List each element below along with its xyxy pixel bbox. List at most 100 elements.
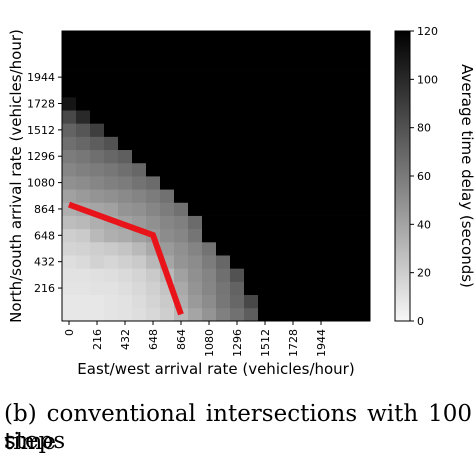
heatmap-cell [146,70,161,85]
heatmap-cell [328,57,343,71]
heatmap-cell [244,96,259,111]
heatmap-cell [90,189,105,203]
heatmap-cell [272,281,287,296]
heatmap-cell [244,241,259,256]
heatmap-cell [146,31,161,45]
heatmap-cell [286,110,301,124]
heatmap-cell [174,44,189,58]
heatmap-cell [216,281,231,296]
heatmap-cell [146,44,161,58]
x-tick-label: 1296 [231,329,244,357]
heatmap-cell [244,215,259,230]
heatmap-cell [76,149,91,164]
heatmap-cell [174,228,189,243]
heatmap-cell [174,123,189,137]
heatmap-cell [258,110,273,124]
heatmap-cell [314,31,329,45]
heatmap-cell [314,96,329,111]
heatmap-cell [286,83,301,98]
heatmap-cell [188,31,203,45]
heatmap-cell [328,110,343,124]
heatmap-cell [118,228,133,243]
heatmap-cell [76,255,91,269]
heatmap-cell [300,162,315,177]
heatmap-cell [328,44,343,58]
heatmap-cell [146,83,161,98]
colorbar-tick-label: 40 [417,218,431,231]
heatmap-cell [90,70,105,85]
heatmap-cell [328,202,343,216]
heatmap-cell [272,149,287,164]
heatmap-cell [90,110,105,124]
x-tick-label: 1728 [287,329,300,357]
heatmap-cell [230,202,245,216]
heatmap-cell [216,294,231,309]
y-axis-label: North/south arrival rate (vehicles/hour) [7,29,25,323]
heatmap-cell [286,281,301,296]
heatmap-cell [174,241,189,256]
heatmap-cell [328,241,343,256]
heatmap-cell [258,96,273,111]
heatmap-cell [244,189,259,203]
heatmap-cell [230,162,245,177]
heatmap-cell [104,123,119,137]
heatmap-cell [342,176,357,190]
heatmap-cell [328,123,343,137]
heatmap-cell [132,57,147,71]
heatmap-cell [244,136,259,151]
heatmap-cell [132,123,147,137]
heatmap-cell [356,255,371,269]
heatmap-cell [216,255,231,269]
heatmap-cell [286,202,301,216]
y-axis: 216 432 648 864 1080 1296 1512 1728 1944 [27,71,62,295]
heatmap-cell [188,255,203,269]
heatmap-cell [258,241,273,256]
heatmap-cell [314,189,329,203]
heatmap-cell [300,31,315,45]
heatmap-cell [174,149,189,164]
x-tick-label: 864 [175,329,188,350]
heatmap-cell [118,96,133,111]
heatmap-cell [90,281,105,296]
heatmap-cell [62,136,77,151]
heatmap-cell [230,83,245,98]
heatmap-cell [286,294,301,309]
heatmap-cell [188,307,203,322]
heatmap-cell [174,31,189,45]
heatmap-cell [244,307,259,322]
heatmap-cell [342,189,357,203]
heatmap-cell [230,294,245,309]
heatmap-cell [356,189,371,203]
heatmap-cell [62,57,77,71]
heatmap-cell [90,176,105,190]
heatmap-cell [314,202,329,216]
heatmap-cell [118,136,133,151]
heatmap-cell [174,215,189,230]
heatmap-cell [342,83,357,98]
heatmap-cell [258,215,273,230]
heatmap-cell [188,136,203,151]
heatmap-cell [118,149,133,164]
heatmap-cell [202,176,217,190]
colorbar-ticks: 0 20 40 60 80 100 120 [410,25,438,328]
heatmap-cell [356,215,371,230]
heatmap-cell [62,31,77,45]
heatmap-cell [132,44,147,58]
heatmap-cell [342,215,357,230]
heatmap-cell [202,202,217,216]
heatmap-cell [272,255,287,269]
heatmap-cell [202,44,217,58]
heatmap-cell [62,110,77,124]
heatmap-cell [342,149,357,164]
heatmap-cell [188,228,203,243]
heatmap-cell [272,228,287,243]
heatmap-cell [258,281,273,296]
heatmap-cell [230,281,245,296]
heatmap-cell [286,189,301,203]
heatmap-cell [314,176,329,190]
heatmap-cell [188,44,203,58]
heatmap-cell [104,202,119,216]
heatmap-cell [202,162,217,177]
heatmap-cell [62,123,77,137]
heatmap-cell [160,31,175,45]
